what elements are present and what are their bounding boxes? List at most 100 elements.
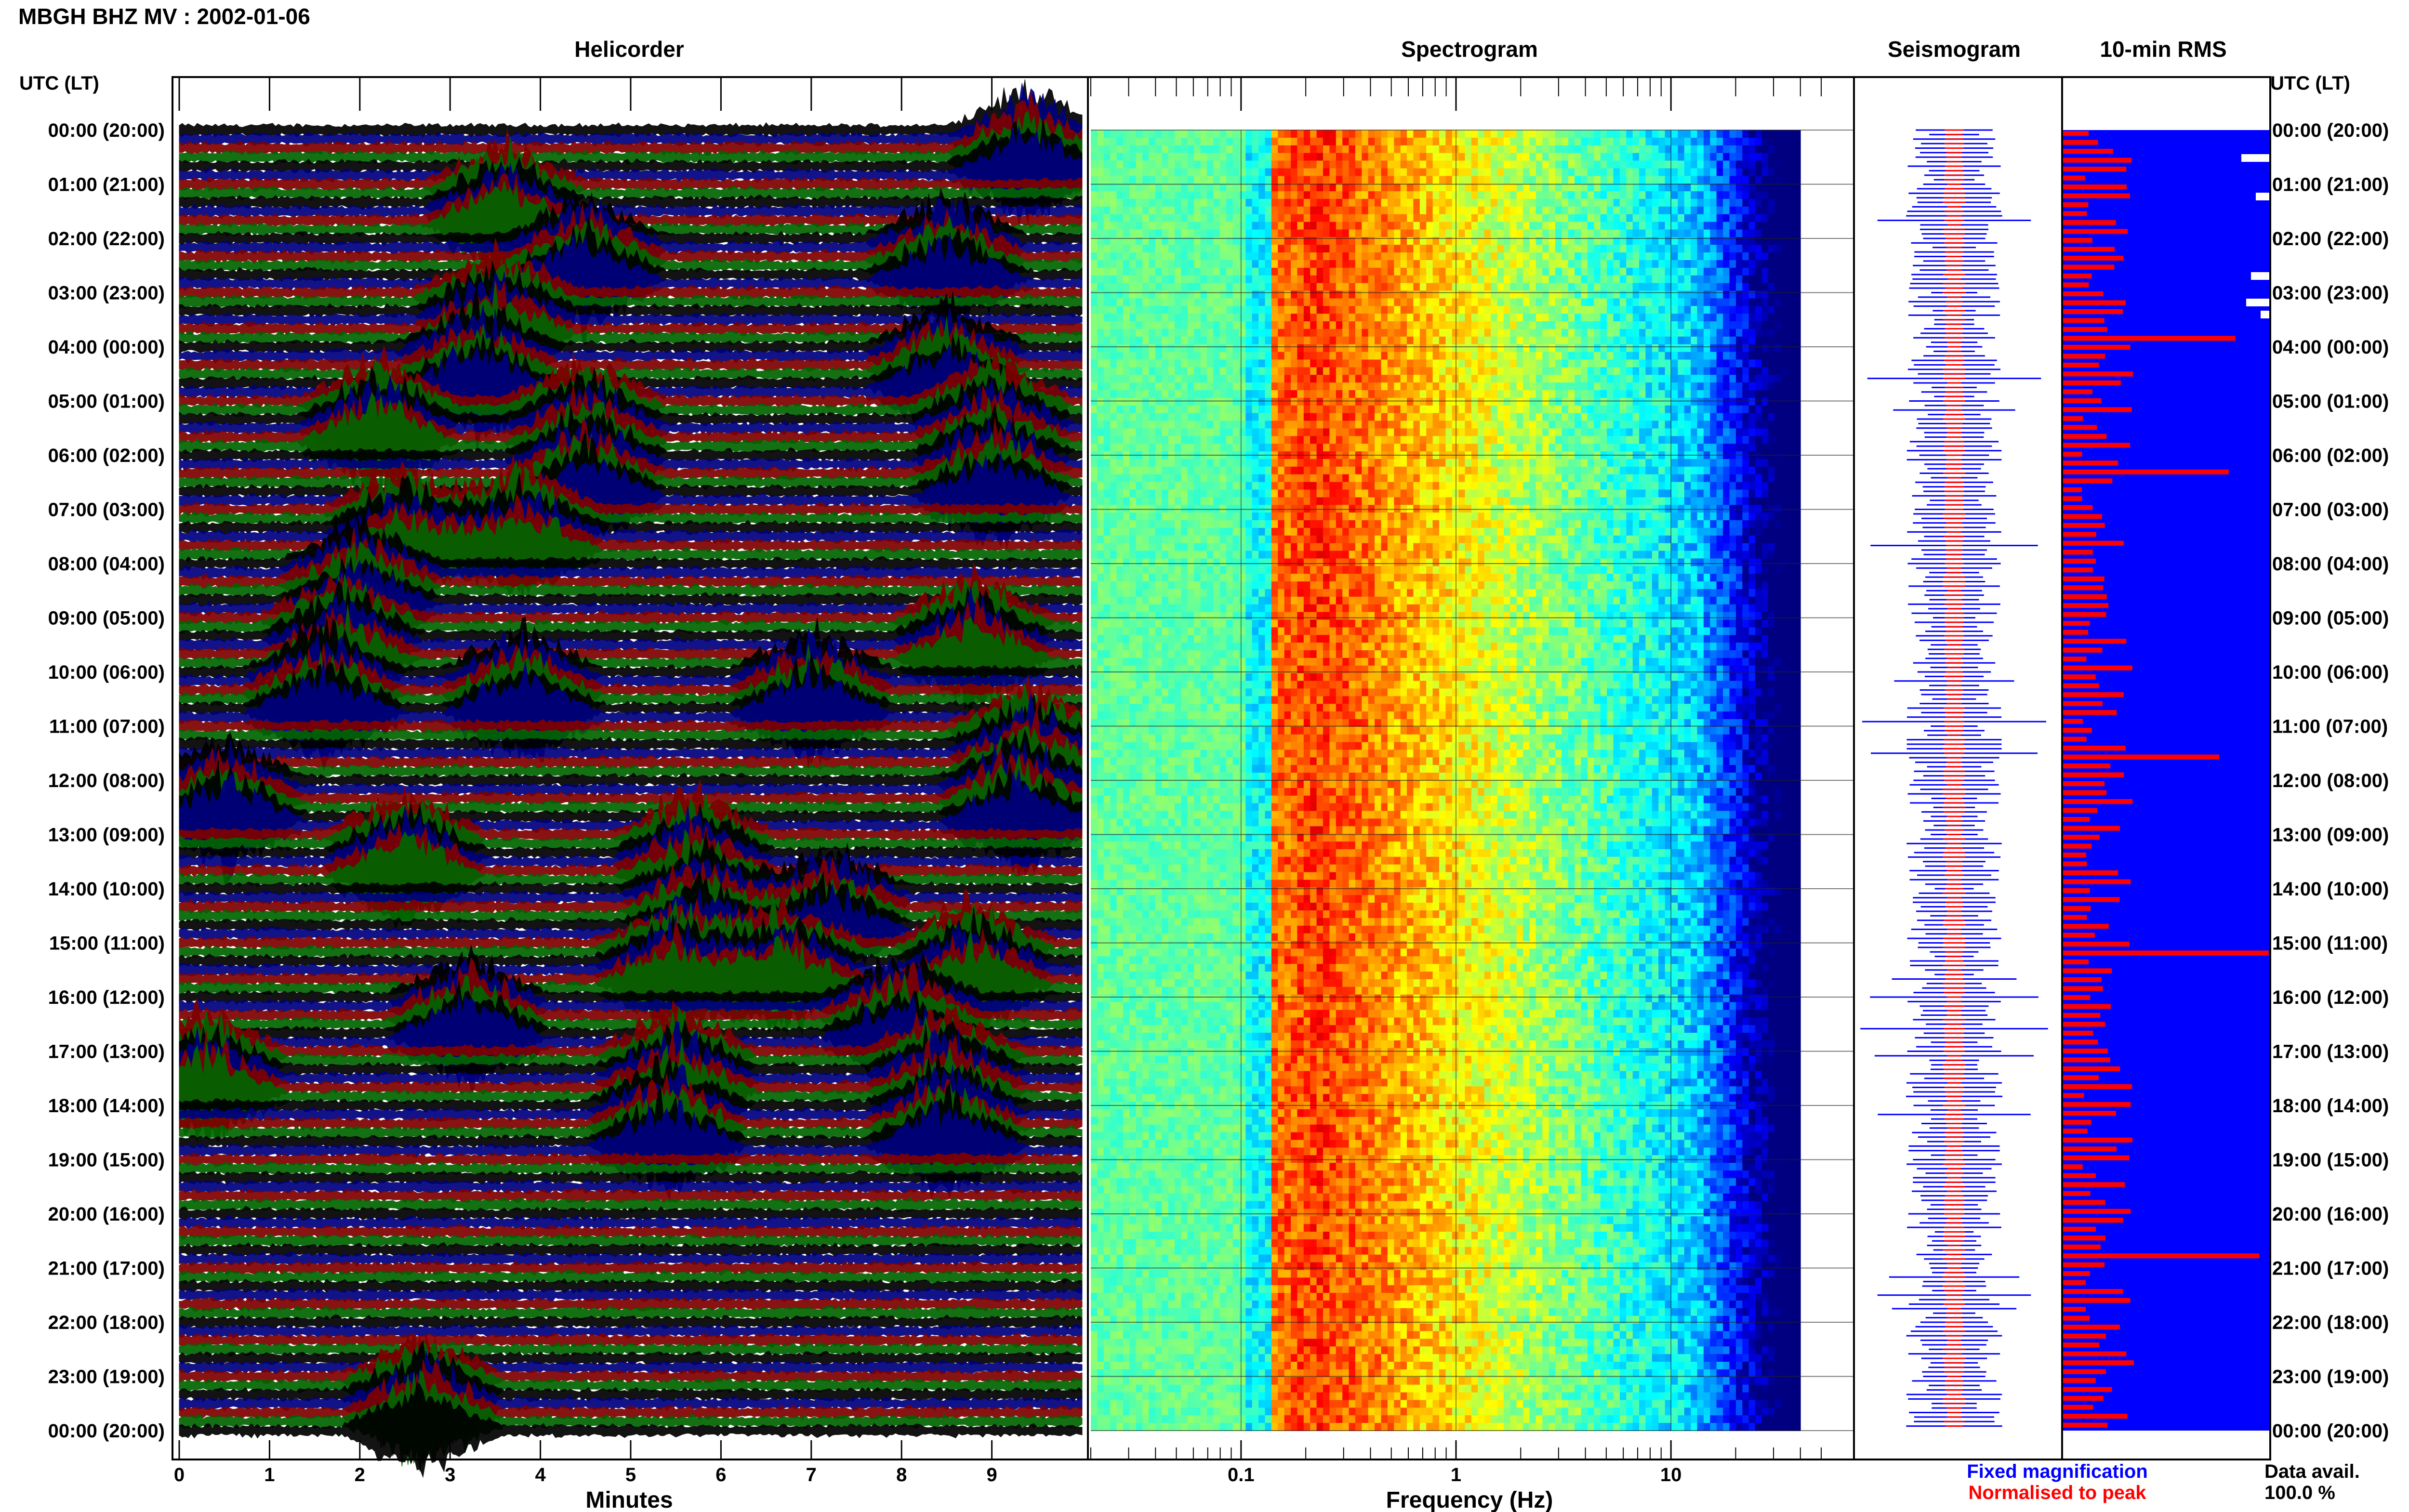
spectrogram-cell [1748,413,1756,421]
spectrogram-cell [1691,306,1698,314]
spectrogram-cell [1581,252,1588,261]
spectrogram-cell [1091,375,1098,383]
spectrogram-cell [1149,191,1156,199]
spectrogram-cell [1097,153,1104,161]
spectrogram-cell [1426,130,1433,138]
spectrogram-cell [1342,237,1350,246]
spectrogram-cell [1136,298,1143,307]
spectrogram-cell [1581,168,1588,177]
spectrogram-cell [1323,382,1330,391]
spectrogram-cell [1600,329,1607,337]
spectrogram-cell [1142,336,1150,345]
spectrogram-cell [1232,145,1240,154]
spectrogram-cell [1175,137,1182,146]
spectrogram-cell [1091,314,1098,322]
spectrogram-cell [1516,245,1523,253]
spectrogram-cell [1265,421,1272,429]
spectrogram-cell [1575,229,1582,238]
spectrogram-cell [1658,198,1666,207]
spectrogram-cell [1168,306,1175,314]
spectrogram-cell [1116,359,1124,368]
spectrogram-cell [1790,436,1800,444]
spectrogram-cell [1387,382,1395,391]
spectrogram-cell [1535,359,1543,368]
spectrogram-cell [1716,229,1723,238]
spectrogram-cell [1271,336,1279,345]
spectrogram-cell [1716,405,1723,414]
spectrogram-cell [1381,275,1388,284]
spectrogram-cell [1439,375,1446,383]
spectrogram-cell [1303,176,1310,184]
spectrogram-cell [1219,397,1227,406]
spectrogram-cell [1510,321,1517,329]
spectrogram-cell [1594,344,1601,353]
spectrogram-cell [1562,336,1569,345]
spectrogram-cell [1575,444,1582,452]
spectrogram-cell [1426,153,1433,161]
spectrogram-cell [1368,206,1375,215]
spectrogram-cell [1510,390,1517,398]
spectrogram-cell [1678,153,1685,161]
spectrogram-cell [1665,237,1672,246]
spectrogram-cell [1162,436,1169,444]
spectrogram-cell [1316,290,1324,299]
spectrogram-cell [1116,344,1124,353]
spectrogram-cell [1407,191,1414,199]
spectrogram-cell [1142,390,1150,398]
spectrogram-cell [1658,336,1666,345]
spectrogram-cell [1091,176,1098,184]
spectrogram-cell [1336,382,1343,391]
spectrogram-cell [1729,145,1736,154]
spectrogram-cell [1445,260,1453,268]
spectrogram-cell [1465,436,1472,444]
spectrogram-cell [1252,428,1259,437]
spectrogram-cell [1729,153,1736,161]
spectrogram-cell [1375,290,1382,299]
spectrogram-cell [1187,390,1194,398]
spectrogram-cell [1155,160,1163,169]
spectrogram-cell [1768,137,1775,146]
spectrogram-cell [1497,184,1504,192]
spectrogram-cell [1149,198,1156,207]
spectrogram-cell [1523,252,1530,261]
spectrogram-cell [1645,421,1653,429]
spectrogram-cell [1394,137,1401,146]
spectrogram-cell [1755,382,1762,391]
spectrogram-cell [1549,260,1556,268]
spectrogram-cell [1155,137,1163,146]
spectrogram-cell [1735,390,1743,398]
spectrogram-cell [1684,267,1691,276]
spectrogram-cell [1375,436,1382,444]
spectrogram-cell [1535,191,1543,199]
spectrogram-cell [1252,352,1259,360]
spectrogram-cell [1368,382,1375,391]
spectrogram-cell [1310,168,1317,177]
spectrogram-cell [1116,198,1124,207]
spectrogram-cell [1232,168,1240,177]
spectrogram-cell [1419,382,1427,391]
spectrogram-cell [1116,267,1124,276]
spectrogram-cell [1168,229,1175,238]
spectrogram-cell [1329,222,1337,230]
spectrogram-cell [1149,314,1156,322]
spectrogram-cell [1097,191,1104,199]
spectrogram-cell [1129,428,1137,437]
spectrogram-cell [1678,444,1685,452]
spectrogram-cell [1149,245,1156,253]
spectrogram-cell [1549,405,1556,414]
spectrogram-cell [1562,222,1569,230]
spectrogram-cell [1355,413,1363,421]
spectrogram-cell [1200,275,1207,284]
spectrogram-cell [1097,198,1104,207]
spectrogram-cell [1510,130,1517,138]
spectrogram-cell [1278,283,1285,291]
spectrogram-cell [1491,405,1498,414]
spectrogram-cell [1387,252,1395,261]
spectrogram-cell [1349,222,1356,230]
spectrogram-cell [1342,191,1350,199]
spectrogram-cell [1303,260,1310,268]
spectrogram-cell [1226,413,1233,421]
spectrogram-cell [1162,176,1169,184]
spectrogram-cell [1535,428,1543,437]
spectrogram-cell [1439,421,1446,429]
